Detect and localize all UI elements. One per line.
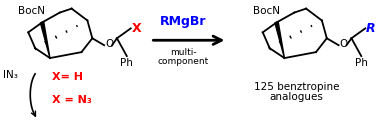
Polygon shape [275, 22, 284, 58]
Text: O: O [105, 39, 113, 49]
Text: RMgBr: RMgBr [160, 15, 206, 28]
Text: X= H: X= H [52, 72, 83, 82]
Text: BocN: BocN [19, 6, 45, 16]
Text: Ph: Ph [355, 58, 368, 68]
Text: component: component [157, 57, 209, 66]
Polygon shape [40, 22, 50, 58]
Text: analogues: analogues [269, 92, 323, 102]
Text: IN₃: IN₃ [3, 70, 17, 80]
Text: 125 benztropine: 125 benztropine [254, 82, 339, 92]
Text: BocN: BocN [253, 6, 280, 16]
Text: X: X [132, 22, 141, 35]
Text: R: R [366, 22, 376, 35]
Text: Ph: Ph [120, 58, 133, 68]
Text: multi-: multi- [170, 48, 196, 57]
Text: X = N₃: X = N₃ [52, 95, 92, 105]
Text: O: O [339, 39, 348, 49]
